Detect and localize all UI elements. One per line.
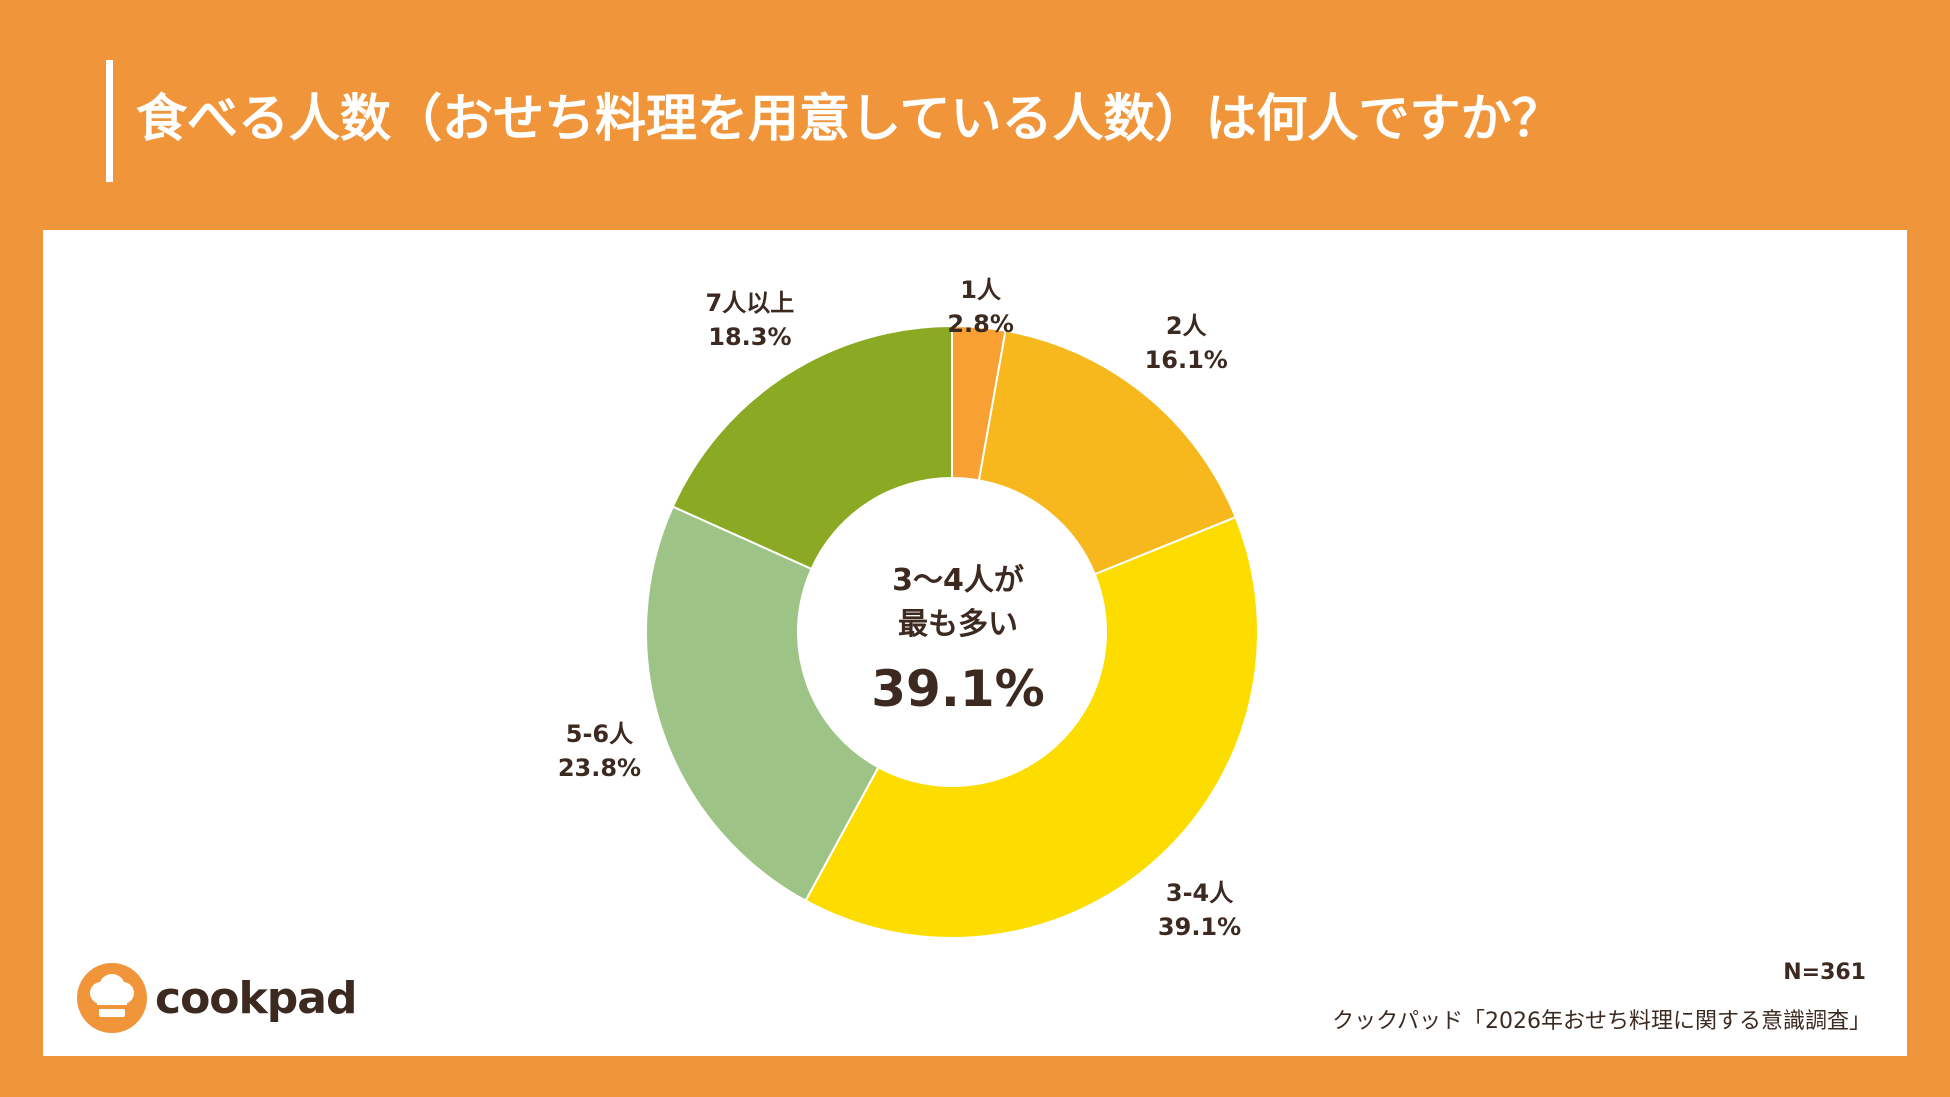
slice-value-label: 39.1% [1157, 912, 1242, 941]
source-note: クックパッド「2026年おせち料理に関する意識調査」 [1332, 1009, 1871, 1034]
slice-label-1: 1人 2.8% [947, 273, 1014, 341]
center-annotation-line2: 最も多い [898, 607, 1018, 642]
slice-label-3: 3-4人 39.1% [1158, 876, 1241, 944]
title-accent-bar [106, 60, 113, 182]
slice-category-label: 2人 [1165, 311, 1207, 340]
center-annotation-line1: 3〜4人が [892, 563, 1024, 598]
slice-category-label: 1人 [960, 276, 1001, 305]
slice-label-5: 7人以上 18.3% [706, 286, 795, 354]
center-annotation-value: 39.1% [871, 660, 1045, 718]
slice-category-label: 3-4人 [1165, 878, 1234, 907]
slice-value-label: 16.1% [1144, 345, 1228, 374]
slice-label-2: 2人 16.1% [1145, 309, 1228, 377]
logo-wordmark: cookpad [155, 972, 357, 1024]
slice-value-label: 18.3% [708, 322, 792, 351]
slice-label-4: 5-6人 23.8% [558, 717, 641, 785]
slice-category-label: 5-6人 [565, 719, 634, 748]
donut-hole [798, 478, 1106, 786]
cookpad-logo: cookpad [77, 963, 357, 1033]
chef-hat-icon [77, 963, 147, 1033]
slice-category-label: 7人以上 [705, 288, 795, 317]
slice-value-label: 23.8% [557, 753, 642, 782]
sample-size: N=361 [1783, 960, 1866, 985]
page-title: 食べる人数（おせち料理を用意している人数）は何人ですか？ [136, 90, 1563, 149]
slice-value-label: 2.8% [947, 310, 1014, 339]
